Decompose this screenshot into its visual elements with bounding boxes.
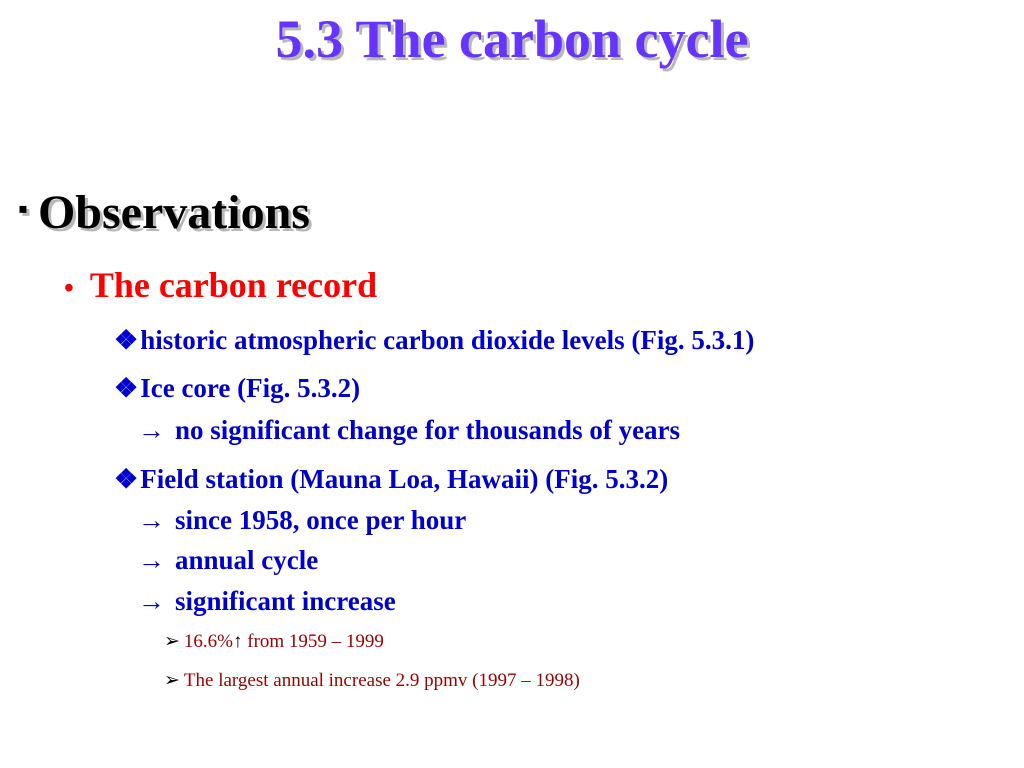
sub-item-label: significant increase bbox=[175, 586, 396, 616]
detail-largest-increase: ➢ The largest annual increase 2.9 ppmv (1… bbox=[164, 667, 580, 695]
right-arrow-icon: → bbox=[138, 586, 165, 616]
list-item-ice-core: ❖Ice core (Fig. 5.3.2) bbox=[114, 368, 360, 408]
up-arrow-icon: ↑ bbox=[233, 631, 243, 652]
item-label: historic atmospheric carbon dioxide leve… bbox=[140, 325, 755, 355]
right-arrow-icon: → bbox=[138, 545, 165, 575]
detail-percent: 16.6% bbox=[183, 631, 233, 652]
list-item-historic-co2: ❖historic atmospheric carbon dioxide lev… bbox=[114, 320, 754, 360]
diamond-bullet-icon: ❖ bbox=[114, 325, 139, 355]
sub-item-significant-increase: → significant increase bbox=[138, 581, 396, 621]
right-arrow-icon: → bbox=[138, 415, 165, 445]
diamond-bullet-icon: ❖ bbox=[114, 373, 139, 403]
item-label: Field station (Mauna Loa, Hawaii) (Fig. … bbox=[140, 464, 669, 494]
observations-heading: ▪ Observations bbox=[18, 182, 310, 251]
carbon-record-heading: • The carbon record bbox=[64, 262, 377, 312]
sub-item-label: since 1958, once per hour bbox=[175, 505, 467, 535]
arrowhead-bullet-icon: ➢ bbox=[164, 631, 180, 652]
sub-item-label: annual cycle bbox=[175, 545, 319, 575]
right-arrow-icon: → bbox=[138, 505, 165, 535]
slide-title: 5.3 The carbon cycle bbox=[275, 9, 749, 69]
detail-increase-percent: ➢ 16.6%↑ from 1959 – 1999 bbox=[164, 628, 384, 656]
detail-largest-label: The largest annual increase 2.9 ppmv (19… bbox=[183, 670, 580, 691]
square-bullet-icon: ▪ bbox=[18, 194, 28, 225]
sub-item-since-1958: → since 1958, once per hour bbox=[138, 500, 466, 540]
observations-label: Observations bbox=[37, 186, 310, 239]
arrowhead-bullet-icon: ➢ bbox=[164, 670, 180, 691]
sub-item-label: no significant change for thousands of y… bbox=[175, 415, 681, 445]
detail-range: from 1959 – 1999 bbox=[247, 631, 384, 652]
carbon-record-label: The carbon record bbox=[89, 265, 378, 305]
diamond-bullet-icon: ❖ bbox=[114, 464, 139, 494]
item-label: Ice core (Fig. 5.3.2) bbox=[140, 373, 361, 403]
sub-item-no-change: → no significant change for thousands of … bbox=[138, 410, 680, 450]
sub-item-annual-cycle: → annual cycle bbox=[138, 540, 318, 580]
round-bullet-icon: • bbox=[64, 273, 74, 304]
list-item-field-station: ❖Field station (Mauna Loa, Hawaii) (Fig.… bbox=[114, 459, 668, 499]
